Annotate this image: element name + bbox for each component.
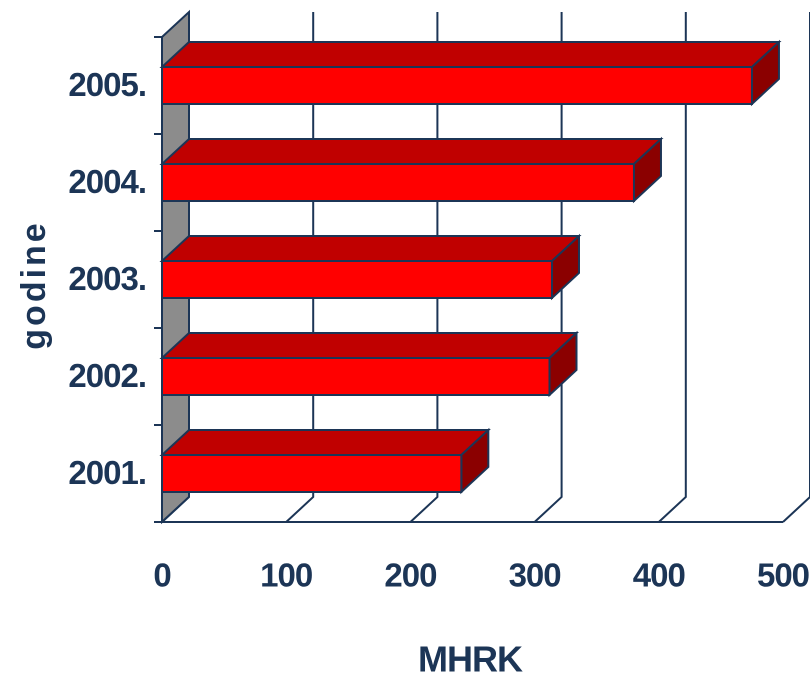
x-tick-label: 400 bbox=[633, 557, 685, 594]
bar bbox=[161, 66, 753, 105]
x-tick-label: 500 bbox=[757, 557, 809, 594]
bar-top bbox=[159, 41, 782, 68]
y-tick-label: 2003. bbox=[68, 260, 146, 297]
x-tick-label: 200 bbox=[384, 557, 436, 594]
x-axis-label: MHRK bbox=[418, 639, 523, 679]
bar bbox=[161, 163, 635, 202]
bar bbox=[161, 454, 463, 493]
grid-line bbox=[782, 12, 810, 523]
bar-top bbox=[159, 138, 664, 165]
bar-top bbox=[159, 235, 582, 262]
y-tick-label: 2001. bbox=[68, 454, 146, 491]
y-tick-label: 2004. bbox=[68, 163, 146, 200]
bar bbox=[161, 357, 551, 396]
bar-top bbox=[159, 332, 580, 359]
y-axis-label: godine bbox=[15, 220, 53, 349]
y-tick-label: 2002. bbox=[68, 357, 146, 394]
x-tick-label: 0 bbox=[153, 557, 170, 594]
x-tick-label: 300 bbox=[509, 557, 561, 594]
grid-line bbox=[658, 12, 687, 523]
x-tick-label: 100 bbox=[260, 557, 312, 594]
bar-top bbox=[159, 429, 491, 456]
y-tick-label: 2005. bbox=[68, 66, 146, 103]
bar bbox=[161, 260, 553, 299]
